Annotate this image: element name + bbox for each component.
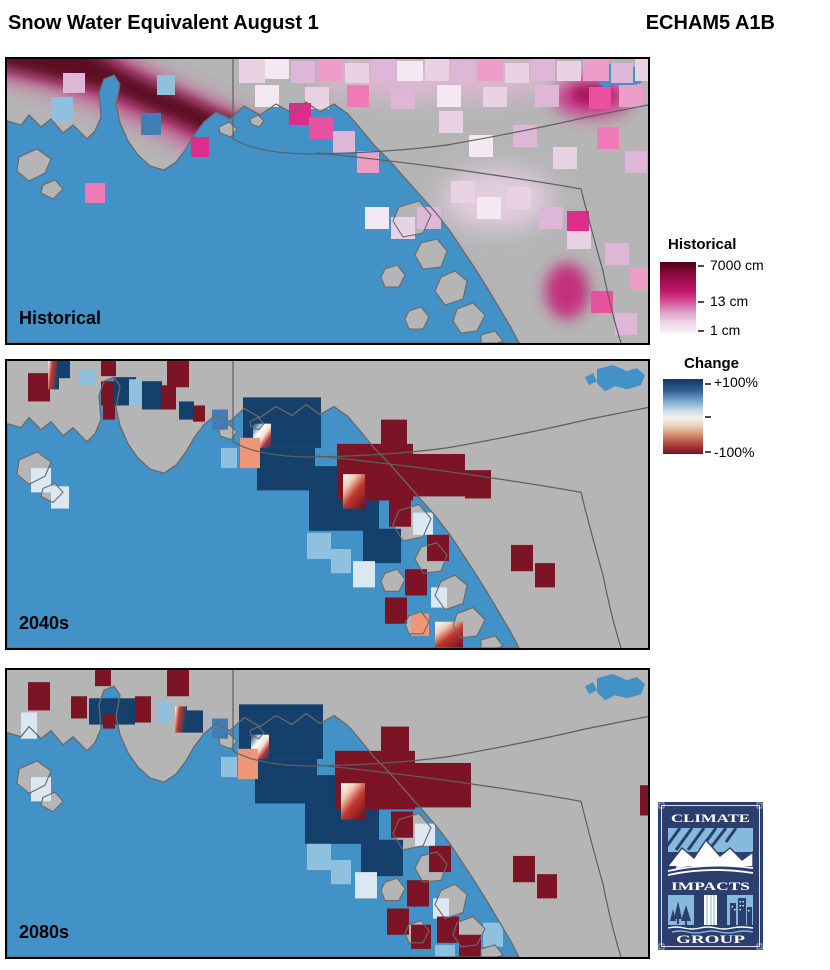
coastline xyxy=(7,376,520,648)
historical-label-max: 7000 cm xyxy=(710,257,764,273)
logo-word-climate: CLIMATE xyxy=(671,813,750,825)
logo-word-impacts: IMPACTS xyxy=(671,881,750,893)
change-tick-bottom xyxy=(705,451,711,453)
map-panel-historical: Historical xyxy=(5,57,650,345)
island-outlines xyxy=(16,725,504,957)
climate-impacts-group-logo: CLIMATE IMPACTS xyxy=(658,802,763,950)
change-tick-top xyxy=(705,383,711,385)
change-map-2040s xyxy=(7,361,648,648)
island-outlines xyxy=(16,114,504,343)
logo-nature-city-scene xyxy=(667,895,754,934)
coastline xyxy=(7,74,520,343)
model-scenario-label: ECHAM5 A1B xyxy=(645,12,775,34)
map-panel-2040s: 2040s xyxy=(5,359,650,650)
change-label-min: -100% xyxy=(714,444,755,460)
change-map-2080s xyxy=(7,670,648,957)
change-label-max: +100% xyxy=(714,374,758,390)
political-borders xyxy=(232,361,648,648)
logo-word-group: GROUP xyxy=(676,934,745,946)
change-cells xyxy=(28,361,555,648)
panel-label-historical: Historical xyxy=(19,308,102,328)
logo-field-rows xyxy=(667,861,754,876)
logo-river-waves xyxy=(667,926,754,934)
historical-label-min: 1 cm xyxy=(710,322,741,338)
historical-tick-bottom xyxy=(698,330,704,332)
political-borders xyxy=(232,670,648,957)
change-legend-title: Change xyxy=(684,355,740,372)
panel-label-2080s: 2080s xyxy=(19,922,70,942)
map-panel-2080s: 2080s xyxy=(5,668,650,959)
historical-legend-colorbar xyxy=(660,262,696,333)
figure-title: Snow Water Equivalent August 1 xyxy=(8,12,319,34)
logo-frame xyxy=(661,805,760,947)
change-legend-colorbar xyxy=(663,379,703,454)
lake xyxy=(597,365,645,392)
swe-cells xyxy=(51,59,648,335)
historical-legend-title: Historical xyxy=(668,236,737,253)
historical-label-mid: 13 cm xyxy=(710,293,749,309)
logo-city-skyline xyxy=(730,898,752,925)
political-borders xyxy=(232,59,648,343)
island-outlines xyxy=(16,416,504,648)
change-tick-mid xyxy=(705,416,711,418)
historical-swe-map xyxy=(7,59,648,343)
lake xyxy=(597,674,645,701)
historical-tick-top xyxy=(698,265,704,267)
historical-tick-mid xyxy=(698,301,704,303)
logo-trees xyxy=(670,901,691,925)
coastline xyxy=(7,685,520,957)
logo-mountain-scene xyxy=(662,827,754,879)
panel-label-2040s: 2040s xyxy=(19,613,70,633)
